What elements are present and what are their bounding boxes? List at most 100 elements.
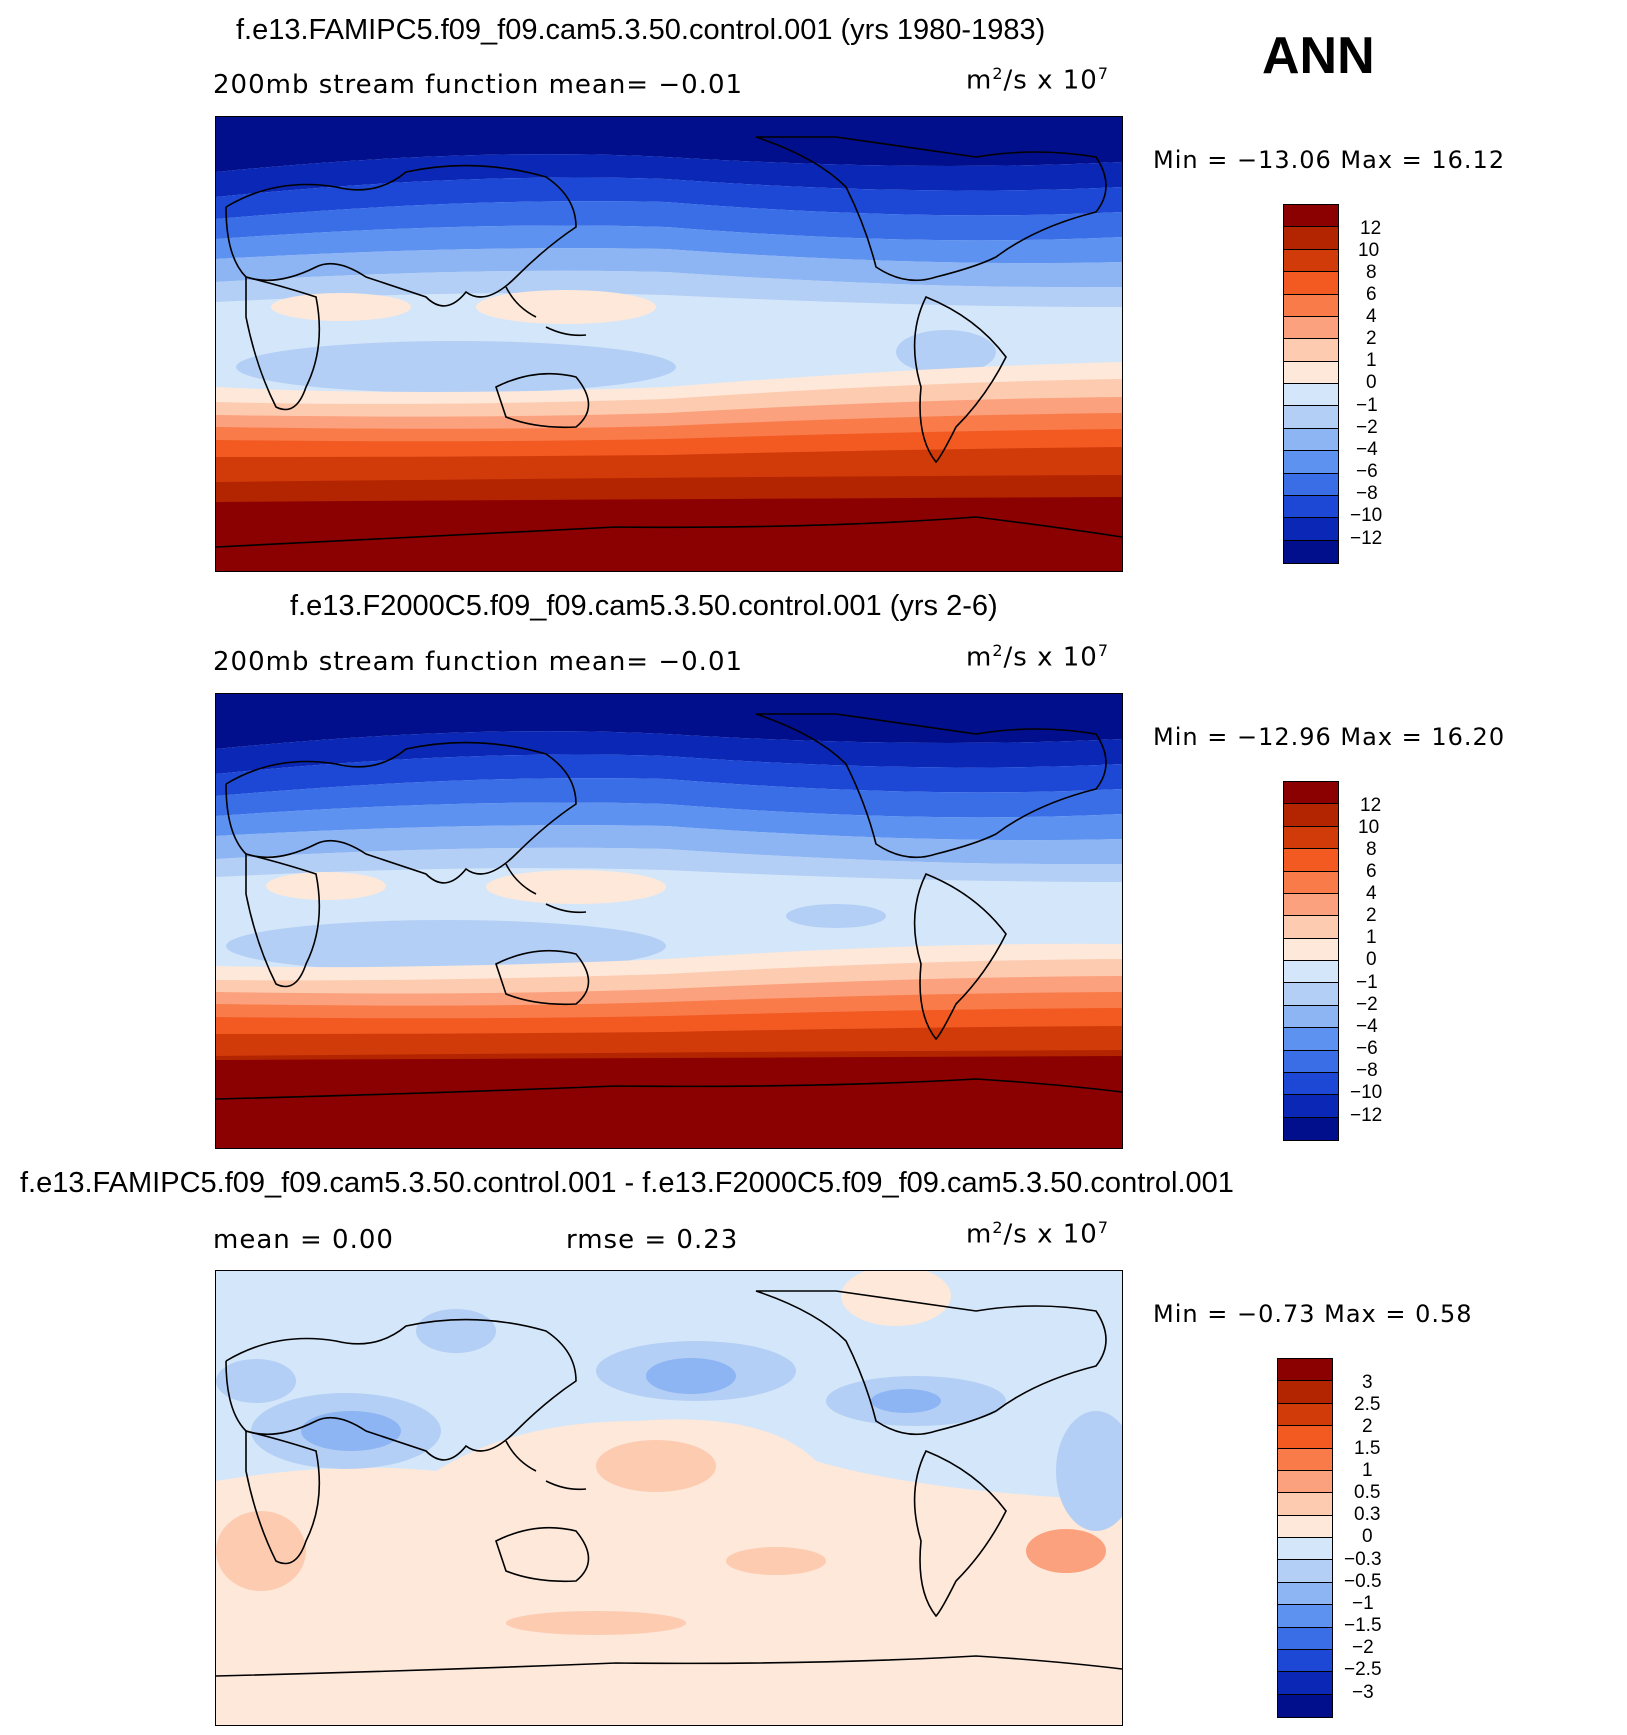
colorbar-swatch	[1284, 849, 1338, 872]
panel-1-cb-label: −10	[1350, 505, 1383, 526]
colorbar-swatch	[1284, 384, 1338, 407]
panel-3-cb-label: −0.3	[1344, 1549, 1382, 1570]
panel-2-cb-label: −2	[1356, 994, 1378, 1015]
panel-1-cb-label: 4	[1366, 306, 1377, 327]
colorbar-swatch	[1284, 1072, 1338, 1096]
panel-2-cb-label: −8	[1356, 1060, 1378, 1081]
colorbar-swatch	[1284, 272, 1338, 295]
panel-1-cb-label: 1	[1366, 350, 1377, 371]
panel-2-contour-field	[216, 694, 1122, 1148]
panel-2-minmax: Min = −12.96 Max = 16.20	[1153, 723, 1506, 751]
colorbar-swatch	[1284, 227, 1338, 250]
panel-1-mean-label: 200mb stream function mean= −0.01	[213, 70, 744, 100]
panel-1-cb-label: 2	[1366, 328, 1377, 349]
panel-3-minmax: Min = −0.73 Max = 0.58	[1153, 1300, 1473, 1328]
panel-1-cb-label: 6	[1366, 284, 1377, 305]
panel-2-cb-label: −4	[1356, 1016, 1378, 1037]
colorbar-swatch	[1284, 451, 1338, 474]
colorbar-swatch	[1278, 1470, 1332, 1494]
colorbar-swatch	[1284, 983, 1338, 1006]
colorbar-swatch	[1278, 1426, 1332, 1449]
panel-1-cb-label: −1	[1356, 395, 1378, 416]
panel-3-cb-label: 3	[1362, 1372, 1373, 1393]
panel-2-cb-label: −1	[1356, 972, 1378, 993]
colorbar-swatch	[1278, 1672, 1332, 1695]
panel-3-cb-label: 0	[1362, 1526, 1373, 1547]
panel-3-units: m2/s x 107	[966, 1218, 1110, 1250]
season-label: ANN	[1262, 27, 1375, 85]
colorbar-swatch	[1284, 294, 1338, 317]
panel-3-cb-label: 0.5	[1354, 1482, 1381, 1503]
colorbar-swatch	[1278, 1381, 1332, 1404]
panel-3-title: f.e13.FAMIPC5.f09_f09.cam5.3.50.control.…	[20, 1167, 1234, 1199]
panel-1-units: m2/s x 107	[966, 64, 1110, 96]
colorbar-swatch	[1284, 1050, 1338, 1073]
colorbar-swatch	[1284, 339, 1338, 362]
panel-3-cb-label: 0.3	[1354, 1504, 1381, 1525]
panel-1-cb-label: −8	[1356, 483, 1378, 504]
panel-2-cb-label: −6	[1356, 1038, 1378, 1059]
panel-2-title: f.e13.F2000C5.f09_f09.cam5.3.50.control.…	[290, 590, 998, 622]
colorbar-swatch	[1278, 1605, 1332, 1628]
panel-2-cb-label: 8	[1366, 839, 1377, 860]
colorbar-swatch	[1284, 473, 1338, 496]
panel-3-cb-label: −2.5	[1344, 1659, 1382, 1680]
panel-1-title: f.e13.FAMIPC5.f09_f09.cam5.3.50.control.…	[236, 14, 1046, 46]
panel-3-cb-label: −3	[1352, 1682, 1374, 1703]
colorbar-swatch	[1284, 495, 1338, 519]
panel-2-mean-label: 200mb stream function mean= −0.01	[213, 647, 744, 677]
panel-1-cb-label: −12	[1350, 528, 1383, 549]
colorbar-swatch	[1278, 1448, 1332, 1471]
colorbar-swatch	[1284, 518, 1338, 541]
colorbar-swatch	[1284, 540, 1338, 563]
panel-2-cb-label: −10	[1350, 1082, 1383, 1103]
panel-3-cb-label: −0.5	[1344, 1571, 1382, 1592]
colorbar-swatch	[1278, 1403, 1332, 1427]
panel-1-cb-label: −2	[1356, 417, 1378, 438]
colorbar-swatch	[1284, 1028, 1338, 1051]
colorbar-swatch	[1284, 249, 1338, 273]
panel-3-cb-label: −1.5	[1344, 1615, 1382, 1636]
colorbar-swatch	[1278, 1560, 1332, 1583]
panel-1-contour-field	[216, 117, 1122, 571]
panel-3-cb-label: 2.5	[1354, 1394, 1381, 1415]
panel-1-cb-label: 8	[1366, 262, 1377, 283]
colorbar-swatch	[1278, 1582, 1332, 1606]
colorbar-swatch	[1278, 1493, 1332, 1516]
colorbar-swatch	[1284, 406, 1338, 429]
colorbar-swatch	[1284, 205, 1338, 228]
colorbar-swatch	[1278, 1515, 1332, 1538]
panel-2-cb-label: 10	[1358, 817, 1380, 838]
colorbar-swatch	[1284, 893, 1338, 917]
panel-1-cb-label: 0	[1366, 372, 1377, 393]
colorbar-swatch	[1284, 361, 1338, 384]
panel-3-cb-label: 1	[1362, 1460, 1373, 1481]
panel-3-map	[215, 1270, 1123, 1726]
colorbar-swatch	[1284, 1095, 1338, 1118]
panel-2-units: m2/s x 107	[966, 641, 1110, 673]
panel-3-contour-field	[216, 1271, 1122, 1725]
colorbar-swatch	[1284, 804, 1338, 827]
panel-1-cb-label: −6	[1356, 461, 1378, 482]
colorbar-swatch	[1284, 428, 1338, 452]
colorbar-swatch	[1284, 871, 1338, 894]
panel-2-cb-label: 1	[1366, 927, 1377, 948]
colorbar-swatch	[1278, 1649, 1332, 1673]
panel-1-minmax: Min = −13.06 Max = 16.12	[1153, 146, 1506, 174]
panel-3-cb-label: −2	[1352, 1637, 1374, 1658]
colorbar-swatch	[1278, 1627, 1332, 1650]
colorbar-swatch	[1278, 1359, 1332, 1382]
panel-1-cb-label: −4	[1356, 439, 1378, 460]
panel-2-cb-label: 2	[1366, 905, 1377, 926]
colorbar-swatch	[1278, 1538, 1332, 1561]
colorbar-swatch	[1284, 1005, 1338, 1029]
colorbar-swatch	[1284, 1117, 1338, 1140]
panel-3-cb-label: 2	[1362, 1416, 1373, 1437]
colorbar-swatch	[1284, 916, 1338, 939]
panel-1-map	[215, 116, 1123, 572]
panel-1-colorbar	[1283, 204, 1339, 564]
panel-2-cb-label: 6	[1366, 861, 1377, 882]
panel-1-cb-label: 12	[1360, 218, 1382, 239]
panel-2-colorbar	[1283, 781, 1339, 1141]
colorbar-swatch	[1278, 1694, 1332, 1717]
